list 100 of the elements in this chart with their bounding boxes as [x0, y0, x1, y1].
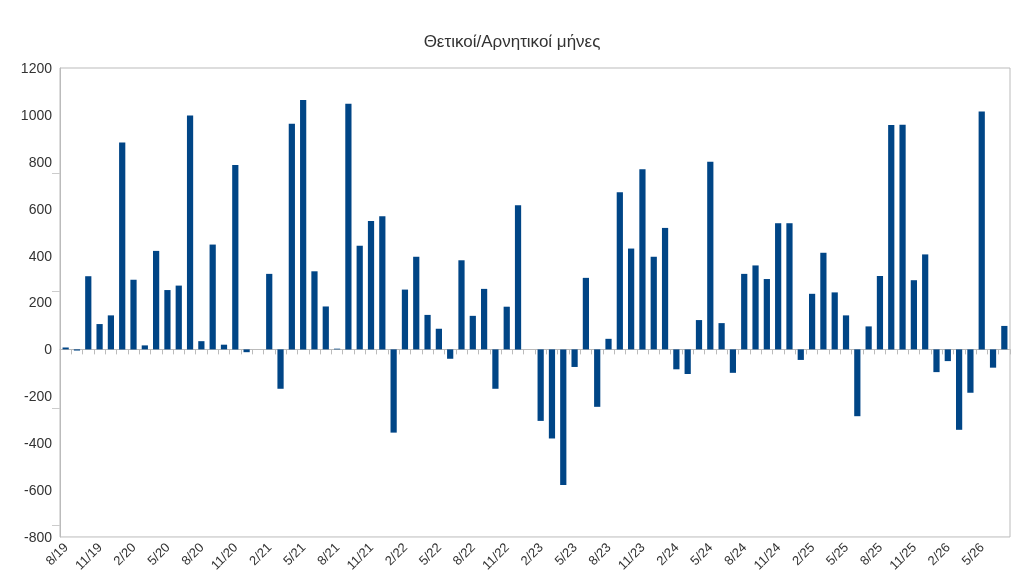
bar — [277, 349, 284, 389]
bar — [345, 103, 352, 350]
bar — [876, 275, 884, 350]
y-tick-label: 600 — [28, 200, 53, 217]
bar — [435, 328, 442, 350]
y-tick-label: 800 — [28, 153, 53, 170]
bar — [300, 100, 307, 350]
bar — [616, 192, 623, 350]
x-tick-label: 5/24 — [687, 539, 716, 569]
bar — [650, 256, 657, 350]
bar — [232, 165, 239, 350]
bar — [492, 349, 499, 389]
bar — [797, 349, 804, 360]
x-tick-label: 5/21 — [279, 539, 309, 569]
bar — [888, 124, 895, 350]
bar — [458, 260, 465, 350]
bar — [164, 290, 171, 350]
bar — [786, 223, 793, 350]
bar — [718, 323, 725, 350]
bar — [989, 349, 997, 368]
bar — [922, 254, 929, 350]
y-tick-label: 0 — [44, 341, 53, 358]
bar — [401, 289, 409, 350]
bar — [424, 314, 431, 350]
bar — [571, 349, 578, 367]
bar — [594, 349, 601, 407]
bar — [820, 252, 827, 350]
bar — [763, 279, 770, 350]
bar — [514, 205, 522, 350]
bar — [661, 227, 669, 350]
bar — [628, 248, 635, 350]
x-tick-label: 8/22 — [449, 539, 479, 569]
bar — [582, 277, 589, 350]
bar — [481, 288, 488, 350]
bar — [266, 273, 273, 350]
bar — [130, 279, 137, 350]
x-tick-label: 2/21 — [246, 539, 275, 569]
bar — [537, 349, 544, 421]
bar — [367, 220, 375, 350]
y-tick-label: -600 — [23, 482, 53, 499]
bar — [447, 349, 454, 359]
bar — [752, 265, 759, 350]
x-tick-label: 8/24 — [721, 539, 750, 569]
bar — [729, 349, 737, 373]
x-tick-label: 8/21 — [313, 539, 343, 569]
bar — [469, 315, 476, 350]
bar — [639, 169, 646, 350]
bar — [322, 306, 329, 350]
x-tick-label: 5/25 — [822, 539, 852, 569]
x-tick-label: 8/25 — [856, 539, 886, 569]
bar — [379, 216, 386, 350]
y-tick-label: 400 — [28, 247, 53, 264]
bar — [673, 349, 680, 370]
bar — [1001, 325, 1008, 350]
bar — [186, 115, 194, 350]
x-tick-label: 5/26 — [958, 539, 988, 569]
bar — [175, 285, 182, 350]
bar — [854, 349, 861, 417]
bar — [390, 349, 397, 433]
y-tick-label: -400 — [23, 435, 53, 452]
x-tick-label: 5/23 — [551, 539, 580, 569]
bar — [243, 349, 250, 353]
bar — [842, 315, 850, 350]
bar — [503, 306, 510, 350]
bar — [978, 111, 985, 350]
bar — [967, 349, 974, 393]
y-tick-label: -800 — [23, 528, 53, 545]
bar — [85, 276, 92, 350]
bar — [865, 326, 872, 350]
bar — [107, 315, 114, 350]
bar — [119, 142, 126, 350]
bar — [707, 161, 714, 350]
bar — [695, 320, 703, 350]
bar — [288, 123, 295, 350]
bar — [741, 273, 748, 350]
y-tick-label: -200 — [23, 388, 53, 405]
bar — [198, 341, 205, 350]
bar — [209, 244, 216, 350]
bar — [560, 349, 567, 485]
x-tick-label: 5/22 — [415, 539, 445, 569]
y-tick-label: 1200 — [20, 60, 53, 76]
y-tick-label: 200 — [28, 294, 53, 311]
bar — [96, 324, 103, 350]
bar — [684, 349, 691, 374]
chart-title: Θετικοί/Αρνητικοί μήνες — [423, 32, 601, 51]
bar — [899, 124, 906, 350]
x-tick-label: 8/20 — [178, 539, 207, 569]
bar — [548, 349, 556, 439]
bar — [311, 271, 318, 350]
bar — [831, 292, 838, 350]
bar — [605, 338, 612, 350]
bar — [775, 223, 782, 350]
x-tick-label: 8/23 — [585, 539, 614, 569]
bar — [956, 349, 963, 430]
bar — [413, 256, 420, 350]
bar — [808, 293, 816, 350]
y-tick-label: 1000 — [20, 106, 53, 123]
x-tick-label: 5/20 — [144, 539, 173, 569]
bar — [153, 250, 160, 350]
bar — [944, 349, 951, 362]
